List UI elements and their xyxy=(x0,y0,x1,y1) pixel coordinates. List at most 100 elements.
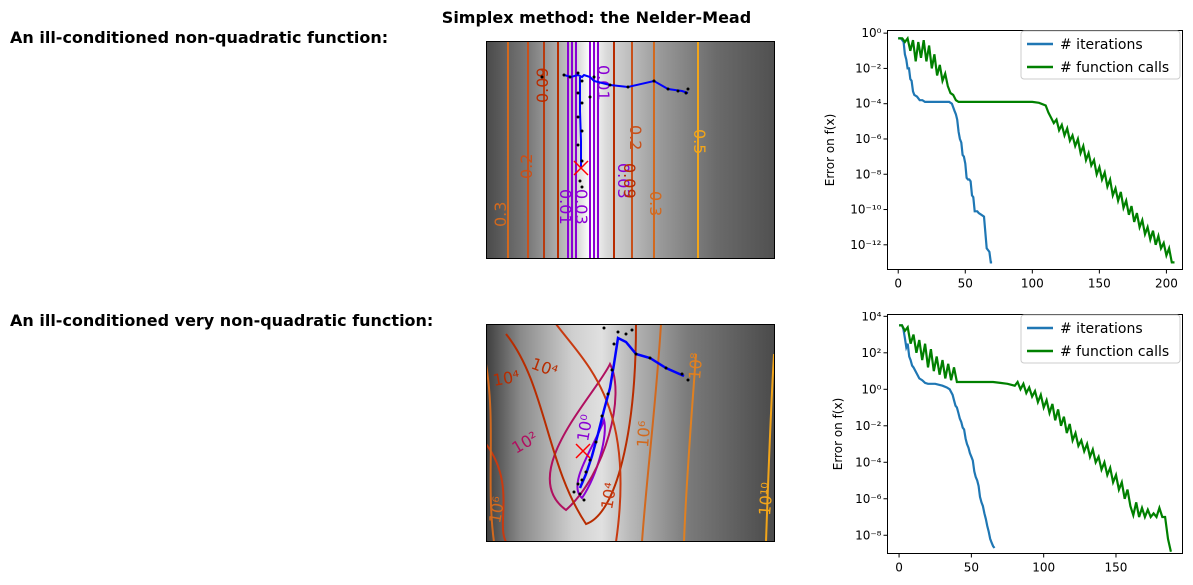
legend-label-function-calls: # function calls xyxy=(1060,344,1169,360)
y-tick-label: 10⁻⁴ xyxy=(855,455,882,469)
simplex-point xyxy=(578,179,582,183)
contour-label: 0.09 xyxy=(533,67,552,103)
simplex-point xyxy=(676,89,680,93)
contour-label: 0.2 xyxy=(626,125,645,150)
simplex-point xyxy=(594,440,598,444)
simplex-point xyxy=(584,470,588,474)
series-line-function-calls xyxy=(898,35,1175,264)
legend-box xyxy=(1020,30,1181,80)
x-tick-label: 0 xyxy=(894,277,902,291)
simplex-point xyxy=(648,356,652,360)
chart-lines xyxy=(899,324,1172,552)
simplex-point xyxy=(588,458,592,462)
y-tick-label: 10⁻¹² xyxy=(850,238,881,252)
contour-label: 0.5 xyxy=(690,129,709,154)
contour-label: 10⁴ xyxy=(597,481,620,511)
y-axis-label: Error on f(x) xyxy=(831,398,845,471)
contour-label: 10⁶ xyxy=(486,495,509,525)
simplex-point xyxy=(562,73,566,77)
error-chart-2: 0 50 100 150 10⁴ 10² 10⁰ 10⁻² 10⁻⁴ 10⁻⁶ 10⁻⁸ Erro… xyxy=(831,312,1183,575)
optimum-marker xyxy=(575,443,591,459)
contour-lines xyxy=(486,324,775,542)
simplex-point xyxy=(576,71,580,75)
simplex-point xyxy=(608,83,612,87)
contour-line xyxy=(486,324,662,542)
contour-label: 0.09 xyxy=(620,163,639,199)
x-tick-label: 0 xyxy=(895,561,903,575)
simplex-point xyxy=(580,79,584,83)
contour-label: 0.3 xyxy=(646,191,665,216)
simplex-point xyxy=(664,366,668,370)
contour-label: 10⁴ xyxy=(491,367,521,390)
contour-label: 0.03 xyxy=(614,163,633,199)
contour-label: 0.3 xyxy=(491,202,510,227)
y-tick-label: 10⁰ xyxy=(861,382,881,396)
simplex-point xyxy=(624,332,628,336)
legend-label-iterations: # iterations xyxy=(1060,37,1143,53)
y-tick-label: 10⁻⁸ xyxy=(855,167,882,181)
legend: # iterations # function calls xyxy=(1020,314,1181,364)
x-ticks: 0 50 100 150 xyxy=(895,553,1127,575)
y-axis-label: Error on f(x) xyxy=(823,114,837,187)
x-tick-label: 150 xyxy=(1088,277,1111,291)
simplex-point xyxy=(684,91,688,95)
contour-label: 10⁰ xyxy=(573,413,596,443)
simplex-point xyxy=(686,378,690,382)
simplex-point xyxy=(602,326,606,330)
simplex-point xyxy=(626,85,630,89)
simplex-path-vertical xyxy=(579,77,582,169)
y-tick-label: 10⁻⁶ xyxy=(855,492,882,506)
simplex-point xyxy=(576,115,580,119)
simplex-point xyxy=(686,87,690,91)
y-tick-label: 10⁰ xyxy=(861,28,881,40)
row-label-2: An ill-conditioned very non-quadratic fu… xyxy=(10,311,434,330)
series-line-iterations xyxy=(899,324,996,549)
simplex-point xyxy=(568,75,572,79)
simplex-point xyxy=(540,75,544,79)
plot-frame xyxy=(486,324,775,542)
contour-plot-1: 0.01 0.03 0.09 0.2 0.3 0.5 0.01 0.03 0.0… xyxy=(486,41,775,259)
y-ticks: 10⁴ 10² 10⁰ 10⁻² 10⁻⁴ 10⁻⁶ 10⁻⁸ xyxy=(855,312,888,542)
simplex-point xyxy=(616,330,620,334)
legend: # iterations # function calls xyxy=(1020,30,1181,80)
x-ticks: 0 50 100 150 200 xyxy=(894,269,1178,291)
plot-frame xyxy=(486,41,775,259)
simplex-point xyxy=(606,392,610,396)
contour-line xyxy=(486,324,622,542)
simplex-point xyxy=(580,101,584,105)
legend-box xyxy=(1020,314,1181,364)
contour-background xyxy=(486,41,775,259)
contour-line xyxy=(549,361,617,512)
simplex-point xyxy=(634,352,638,356)
simplex-point xyxy=(576,482,580,486)
simplex-point xyxy=(592,75,596,79)
contour-label: 10⁸ xyxy=(685,352,706,380)
figure-title: Simplex method: the Nelder-Mead xyxy=(441,8,752,27)
simplex-point xyxy=(612,342,616,346)
simplex-points xyxy=(540,71,690,189)
optimum-marker xyxy=(573,160,589,176)
y-tick-label: 10⁴ xyxy=(861,312,881,323)
y-tick-label: 10⁻² xyxy=(855,61,882,75)
legend-label-function-calls: # function calls xyxy=(1060,60,1169,76)
contour-label: 0.2 xyxy=(517,154,536,179)
series-line-function-calls xyxy=(899,324,1172,552)
y-tick-label: 10⁻⁶ xyxy=(855,132,882,146)
chart-lines xyxy=(898,35,1175,264)
y-tick-label: 10⁻⁴ xyxy=(855,97,882,111)
x-tick-label: 50 xyxy=(958,277,973,291)
x-tick-label: 100 xyxy=(1032,561,1055,575)
contour-labels: 0.01 0.03 0.09 0.2 0.3 0.5 0.01 0.03 0.0… xyxy=(491,65,709,227)
simplex-point xyxy=(582,498,586,502)
simplex-point xyxy=(630,328,634,332)
x-tick-label: 50 xyxy=(964,561,979,575)
contour-label: 10¹⁰ xyxy=(755,482,775,517)
simplex-point xyxy=(580,185,584,189)
contour-line xyxy=(765,353,775,542)
y-tick-label: 10⁻² xyxy=(855,419,882,433)
contour-label: 0.01 xyxy=(556,189,575,225)
simplex-point xyxy=(576,143,580,147)
simplex-point xyxy=(576,91,580,95)
contour-line xyxy=(683,353,697,542)
simplex-point xyxy=(610,368,614,372)
